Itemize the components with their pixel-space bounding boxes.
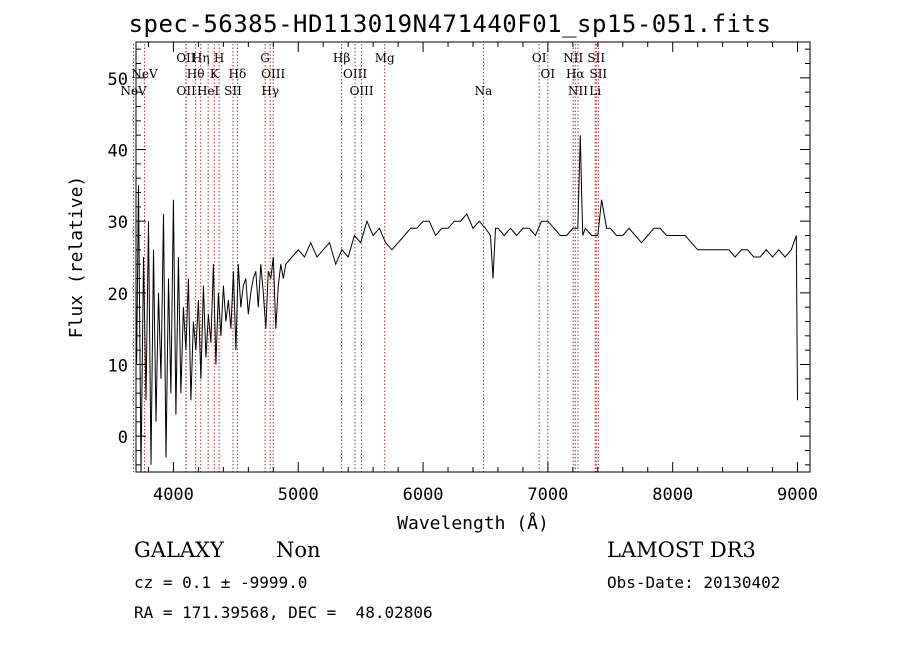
object-class: GALAXY — [134, 538, 224, 562]
line-label: NeV — [120, 84, 147, 98]
x-tick-label: 9000 — [777, 485, 818, 505]
line-label: Na — [475, 84, 493, 98]
spectrum-line — [136, 135, 798, 473]
chart-title: spec-56385-HD113019N471440F01_sp15-051.f… — [128, 10, 772, 38]
line-label: Hη — [192, 51, 210, 65]
line-label: NII — [568, 84, 588, 98]
y-tick-label: 30 — [108, 213, 128, 233]
x-axis-ticks: 4000 5000 6000 7000 8000 9000 — [147, 42, 818, 505]
line-label: OIII — [343, 67, 367, 81]
line-label: K — [210, 67, 220, 81]
line-label: OIII — [261, 67, 285, 81]
line-label: Mg — [375, 51, 395, 65]
line-label: Hβ — [333, 51, 350, 65]
obs-date: Obs-Date: 20130402 — [607, 573, 781, 592]
line-label: OI — [532, 51, 547, 65]
x-tick-label: 8000 — [652, 485, 693, 505]
y-tick-label: 40 — [108, 142, 128, 162]
line-label: Hδ — [229, 67, 247, 81]
line-label: HeI — [197, 84, 220, 98]
line-label: Hα — [566, 67, 585, 81]
y-tick-label: 10 — [108, 357, 128, 377]
line-label: OII — [176, 51, 196, 65]
line-label: OII — [176, 84, 196, 98]
line-markers — [133, 44, 599, 472]
x-tick-label: 4000 — [153, 485, 194, 505]
y-tick-label: 20 — [108, 285, 128, 305]
line-label: SII — [224, 84, 242, 98]
line-label: OI — [541, 67, 556, 81]
y-tick-label: 50 — [108, 70, 128, 90]
y-tick-label: 0 — [118, 428, 128, 448]
line-label: NeV — [131, 67, 158, 81]
x-tick-label: 7000 — [527, 485, 568, 505]
line-label: NII — [563, 51, 583, 65]
line-label: Li — [589, 84, 601, 98]
line-label: OIII — [350, 84, 374, 98]
line-label: SII — [589, 67, 607, 81]
line-label: SII — [587, 51, 605, 65]
line-label: Hγ — [261, 84, 279, 98]
x-tick-label: 6000 — [403, 485, 444, 505]
line-label: H — [214, 51, 224, 65]
object-subclass: Non — [276, 538, 321, 562]
ra-dec: RA = 171.39568, DEC = 48.02806 — [134, 603, 433, 622]
cz-value: cz = 0.1 ± -9999.0 — [134, 573, 308, 592]
line-label: Hθ — [187, 67, 205, 81]
survey-name: LAMOST DR3 — [607, 538, 756, 562]
y-axis-ticks: 0 10 20 30 40 50 — [108, 48, 810, 466]
x-axis-label: Wavelength (Å) — [397, 512, 549, 534]
y-axis-label: Flux (relative) — [66, 176, 87, 339]
x-tick-label: 5000 — [278, 485, 319, 505]
line-label: G — [260, 51, 270, 65]
plot-frame — [135, 41, 811, 473]
